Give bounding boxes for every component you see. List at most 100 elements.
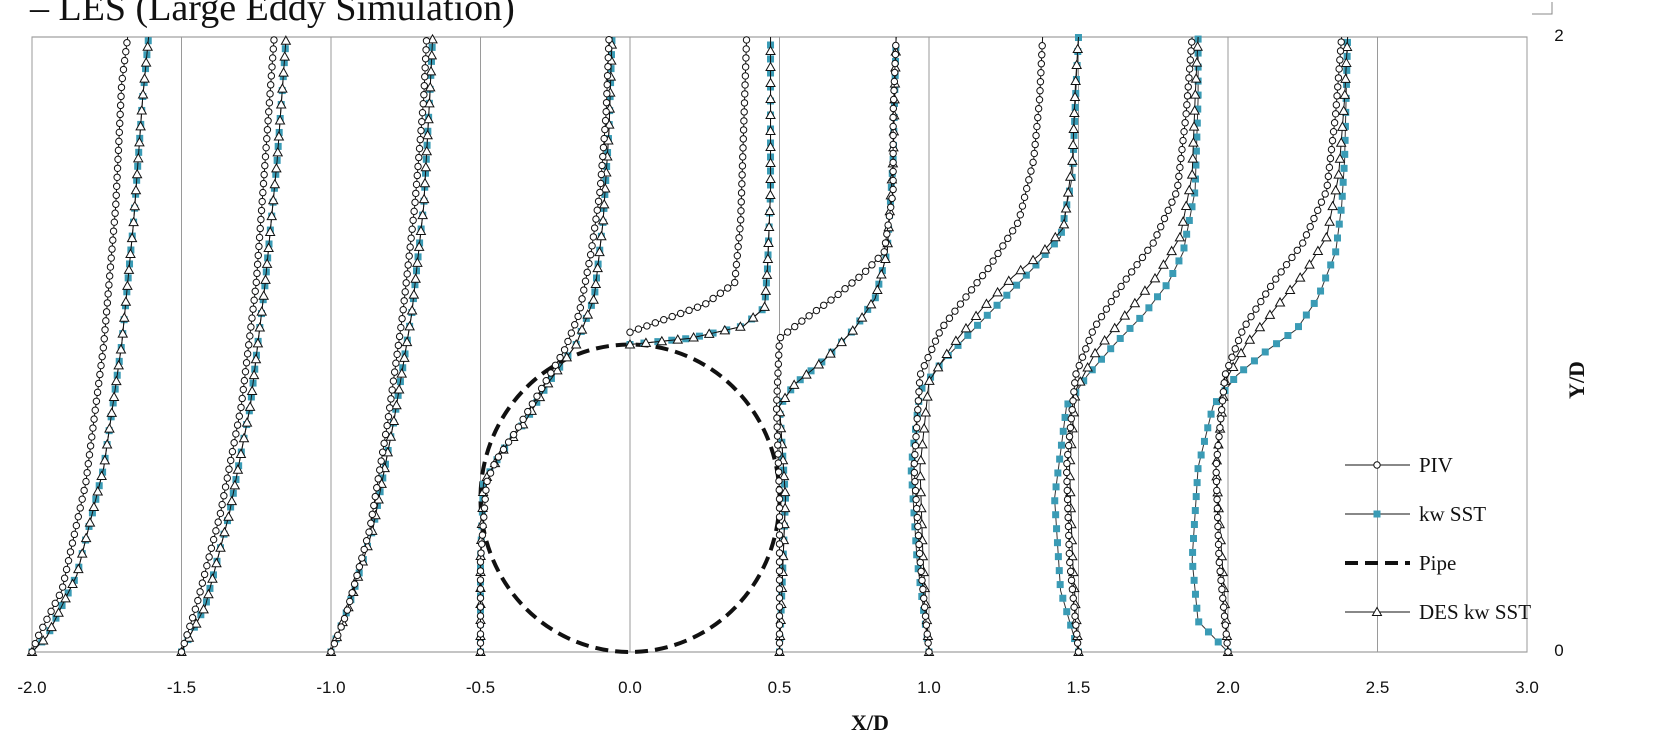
kw-sst-point (1064, 400, 1072, 408)
piv-point (225, 465, 233, 473)
des-kw-sst-profile-line (629, 37, 772, 345)
piv-point (89, 424, 97, 432)
piv-point (1183, 92, 1192, 100)
kw-sst-point (1317, 287, 1325, 295)
piv-point (1160, 214, 1169, 223)
piv-point (775, 621, 784, 629)
piv-point (1112, 290, 1120, 298)
piv-point (1183, 101, 1191, 109)
kw-sst-point (1197, 451, 1205, 459)
des-kw-sst-point (136, 104, 148, 115)
piv-point (398, 314, 406, 323)
piv-point (1078, 353, 1087, 361)
piv-point (238, 394, 246, 403)
des-kw-sst-point (917, 438, 928, 449)
piv-point (626, 328, 634, 336)
piv-point (418, 117, 426, 126)
piv-point (418, 108, 427, 117)
piv-point (922, 621, 931, 629)
kw-sst-point (1107, 345, 1115, 353)
piv-point (31, 639, 39, 648)
des-kw-sst-point (576, 324, 588, 334)
piv-point (915, 388, 923, 396)
piv-point (476, 558, 485, 566)
kw-sst-point (1080, 377, 1088, 385)
piv-point (913, 504, 921, 513)
des-kw-sst-point (280, 35, 292, 45)
piv-point (1065, 531, 1073, 540)
piv-point (1067, 576, 1076, 585)
piv-point (890, 86, 898, 95)
piv-point (105, 281, 113, 289)
piv-point (551, 361, 560, 369)
des-kw-sst-point (415, 225, 427, 236)
kw-sst-point (1190, 521, 1198, 529)
piv-point (266, 90, 274, 98)
piv-point (589, 233, 598, 241)
kw-sst-point (1088, 366, 1096, 374)
piv-point (889, 167, 897, 176)
piv-point (1331, 110, 1340, 118)
des-kw-sst-point (1187, 153, 1199, 163)
piv-point (1034, 104, 1043, 113)
piv-point (1157, 223, 1165, 231)
des-kw-sst-point (1129, 297, 1141, 308)
piv-point (1138, 253, 1147, 262)
piv-point (910, 459, 919, 468)
piv-point (738, 180, 746, 188)
des-kw-sst-point (135, 120, 146, 131)
piv-point (58, 583, 67, 591)
piv-point (116, 101, 125, 110)
des-kw-sst-point (970, 310, 982, 320)
des-kw-sst-point (1244, 334, 1256, 344)
kw-sst-point (1332, 248, 1340, 256)
piv-point (247, 323, 255, 331)
piv-profile-line (913, 36, 1044, 653)
piv-point (951, 307, 959, 315)
des-kw-sst-point (920, 407, 932, 417)
piv-point (962, 293, 970, 301)
piv-point (1069, 594, 1077, 602)
piv-point (112, 182, 121, 190)
piv-point (209, 535, 218, 544)
piv-point (586, 251, 595, 259)
piv-point (1107, 297, 1116, 306)
piv-point (1262, 290, 1270, 298)
piv-point (1065, 540, 1073, 549)
piv-point (255, 242, 263, 251)
piv-point (367, 519, 375, 527)
piv-point (1214, 540, 1223, 549)
piv-point (370, 501, 378, 510)
des-kw-sst-point (1235, 347, 1247, 358)
piv-profile-line (480, 36, 610, 652)
kw-sst-point (1059, 427, 1067, 435)
des-kw-sst-point (425, 65, 437, 76)
piv-point (924, 353, 932, 362)
piv-point (1214, 522, 1222, 531)
piv-point (920, 362, 929, 370)
des-kw-sst-point (1099, 335, 1110, 345)
des-kw-sst-point (765, 173, 776, 183)
des-kw-sst-point (274, 114, 286, 125)
des-kw-sst-point (765, 109, 776, 119)
kw-sst-point (1190, 576, 1198, 584)
kw-sst-point (1059, 594, 1067, 602)
piv-point (243, 350, 252, 358)
des-kw-sst-point (932, 361, 944, 372)
des-kw-sst-point (1060, 202, 1072, 213)
des-kw-sst-point (941, 348, 953, 358)
piv-point (100, 335, 108, 343)
des-kw-sst-point (190, 618, 202, 628)
piv-point (401, 288, 409, 296)
piv-point (604, 44, 613, 53)
piv-point (791, 322, 799, 331)
piv-point (581, 277, 590, 285)
kw-sst-point (1200, 437, 1208, 445)
kw-sst-profile-line (330, 36, 434, 653)
piv-point (350, 580, 359, 588)
piv-point (1065, 432, 1074, 441)
piv-point (1333, 92, 1341, 100)
piv-point (742, 54, 750, 62)
axis-corner (1532, 2, 1553, 15)
piv-point (250, 296, 258, 304)
